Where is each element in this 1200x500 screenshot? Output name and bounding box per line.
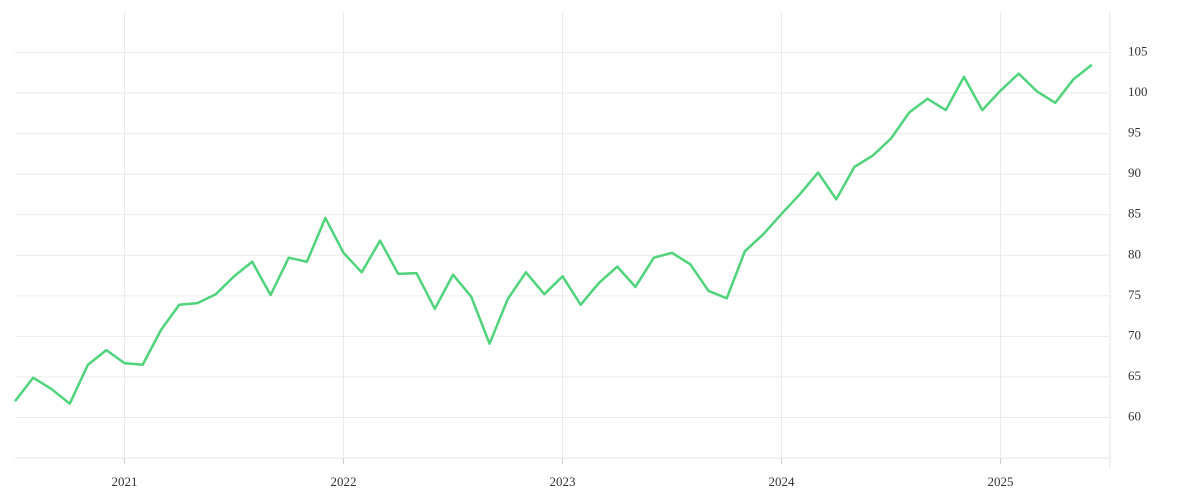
y-tick-label: 105 <box>1128 44 1148 59</box>
y-tick-label: 75 <box>1128 287 1141 302</box>
y-tick-label: 60 <box>1128 408 1141 423</box>
data-line <box>14 63 1093 405</box>
x-tick-label: 2025 <box>988 474 1014 489</box>
x-tick-label: 2021 <box>112 474 138 489</box>
y-tick-label: 70 <box>1128 327 1141 342</box>
x-tick-label: 2024 <box>769 474 796 489</box>
y-tick-label: 85 <box>1128 206 1141 221</box>
x-tick-label: 2022 <box>331 474 357 489</box>
y-tick-label: 90 <box>1128 165 1141 180</box>
y-tick-label: 80 <box>1128 246 1141 261</box>
y-tick-label: 65 <box>1128 368 1141 383</box>
x-tick-label: 2023 <box>550 474 576 489</box>
y-tick-label: 100 <box>1128 84 1148 99</box>
y-tick-label: 95 <box>1128 125 1141 140</box>
